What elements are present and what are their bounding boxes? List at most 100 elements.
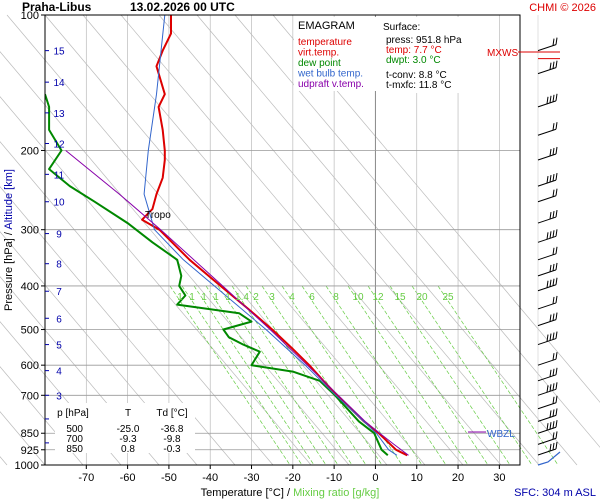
mixing-ratio-label: 1 bbox=[201, 292, 207, 303]
wind-barb bbox=[537, 210, 558, 224]
plot-frame bbox=[44, 14, 521, 466]
mixing-ratio-label: 6 bbox=[309, 292, 315, 303]
wind-barb-flag bbox=[552, 61, 555, 69]
wind-barb-flag bbox=[546, 96, 549, 104]
temperature-tick-label: -60 bbox=[120, 472, 136, 484]
mixing-ratio-label: 4 bbox=[289, 292, 295, 303]
wind-barb-flag bbox=[555, 210, 558, 218]
adiabat-line bbox=[6, 14, 388, 466]
temperature-tick-label: -70 bbox=[78, 472, 94, 484]
wind-barb bbox=[537, 312, 558, 327]
wind-barb-flag bbox=[555, 312, 558, 320]
sounding-curves bbox=[45, 15, 409, 457]
legend-item-label: virt.temp. bbox=[298, 48, 339, 59]
table-cell: 0.8 bbox=[121, 444, 135, 455]
mixing-ratio-label: 1 bbox=[177, 292, 183, 303]
table-cell: 700 bbox=[66, 434, 83, 445]
mixing-ratio-label: 12 bbox=[372, 292, 384, 303]
altitude-tick-label: 7 bbox=[56, 287, 62, 298]
axes: 1002003004005006007008509251000123456789… bbox=[15, 10, 521, 484]
wind-barb-flag bbox=[552, 278, 555, 286]
wind-barb-flag bbox=[555, 420, 558, 428]
surface-wind-line bbox=[537, 451, 561, 466]
series-temperature bbox=[141, 15, 408, 457]
wind-barb-flag bbox=[555, 395, 558, 403]
table-cell: -0.3 bbox=[163, 444, 181, 455]
pressure-tick-label: 100 bbox=[21, 10, 39, 22]
altitude-tick-label: 15 bbox=[53, 47, 65, 58]
altitude-tick-label: 14 bbox=[53, 78, 65, 89]
wind-barb bbox=[537, 441, 558, 456]
mxws-label: MXWS bbox=[487, 48, 518, 59]
wind-barb-flag bbox=[552, 38, 555, 46]
wind-barb bbox=[537, 173, 558, 187]
wind-barb-flag bbox=[549, 212, 552, 220]
wind-barb-flag bbox=[555, 173, 558, 181]
wind-barb-flag bbox=[555, 431, 558, 439]
mixing-ratio-label: 1 bbox=[189, 292, 195, 303]
surface-title: Surface: bbox=[383, 22, 420, 33]
mixing-ratio-label: 2 bbox=[253, 292, 259, 303]
adiabat-line bbox=[0, 276, 160, 466]
surface-tmxfc: t-mxfc: 11.8 °C bbox=[386, 80, 452, 91]
wind-barb-flag bbox=[552, 247, 555, 255]
wind-barb-flag bbox=[546, 385, 549, 393]
x-axis-label: Temperature [°C] / Mixing ratio [g/kg] bbox=[201, 487, 380, 499]
wind-barb-flag bbox=[549, 62, 552, 70]
wind-barb-flag bbox=[555, 37, 558, 45]
altitude-tick-label: 13 bbox=[53, 109, 65, 120]
wind-barb-flag bbox=[552, 147, 555, 156]
wind-barb bbox=[537, 60, 558, 75]
wind-barb-flag bbox=[552, 296, 555, 305]
temperature-tick-label: -50 bbox=[161, 472, 177, 484]
wind-barb-flag bbox=[549, 410, 552, 418]
wind-barb-flag bbox=[546, 280, 549, 288]
wind-barb bbox=[537, 382, 558, 396]
temperature-tick-label: -10 bbox=[326, 472, 342, 484]
wind-barb-flag bbox=[555, 146, 558, 155]
wind-barb bbox=[537, 352, 558, 366]
adiabat-line bbox=[0, 141, 274, 466]
wind-barb-flag bbox=[552, 189, 555, 197]
wind-barb bbox=[537, 146, 558, 161]
wind-barb-flag bbox=[555, 408, 558, 416]
pressure-tick-label: 200 bbox=[21, 145, 39, 157]
mixing-ratio-label: 1 bbox=[225, 292, 231, 303]
wind-barb bbox=[537, 188, 558, 203]
altitude-tick-label: 5 bbox=[56, 341, 62, 352]
wind-barb-flag bbox=[549, 95, 552, 103]
wind-barb-flag bbox=[555, 122, 558, 130]
wbzl-label: WBZL bbox=[487, 429, 515, 440]
wind-barb-flag bbox=[549, 422, 552, 430]
legend-item-label: temperature bbox=[298, 37, 352, 48]
adiabat-line bbox=[0, 231, 198, 466]
adiabat-line bbox=[44, 14, 426, 466]
mixing-ratio-label: 1.4 bbox=[235, 292, 249, 303]
table-header: Td [°C] bbox=[156, 408, 187, 419]
wind-barb bbox=[537, 37, 558, 52]
y-axis-label-altitude: Altitude [km] bbox=[3, 169, 15, 230]
x-axis-label-temperature: Temperature [°C] bbox=[201, 487, 287, 499]
wind-barb bbox=[537, 408, 558, 422]
wind-barb-flag bbox=[549, 264, 552, 272]
adiabat-line bbox=[196, 14, 578, 466]
y-axis-label-pressure: Pressure [hPa] bbox=[3, 235, 15, 311]
legend-title: EMAGRAM bbox=[298, 20, 355, 32]
wind-barb bbox=[537, 420, 558, 434]
table-cell: 500 bbox=[66, 424, 83, 435]
wind-barb-flag bbox=[552, 396, 555, 404]
wind-barb-flag bbox=[549, 175, 552, 183]
adiabat-line bbox=[120, 14, 502, 466]
table-header: T bbox=[125, 408, 131, 419]
altitude-tick-label: 4 bbox=[56, 367, 62, 378]
wind-barb-flag bbox=[552, 432, 555, 440]
mixing-ratio-label: 20 bbox=[416, 292, 428, 303]
mixing-ratio-label: 3 bbox=[269, 292, 275, 303]
wind-barb-flag bbox=[549, 314, 552, 322]
wind-barb-flag bbox=[555, 352, 558, 360]
wind-barb-flag bbox=[549, 384, 552, 392]
surface-press: press: 951.8 hPa bbox=[386, 35, 462, 46]
wind-barb bbox=[537, 331, 558, 346]
pressure-tick-label: 600 bbox=[21, 360, 39, 372]
